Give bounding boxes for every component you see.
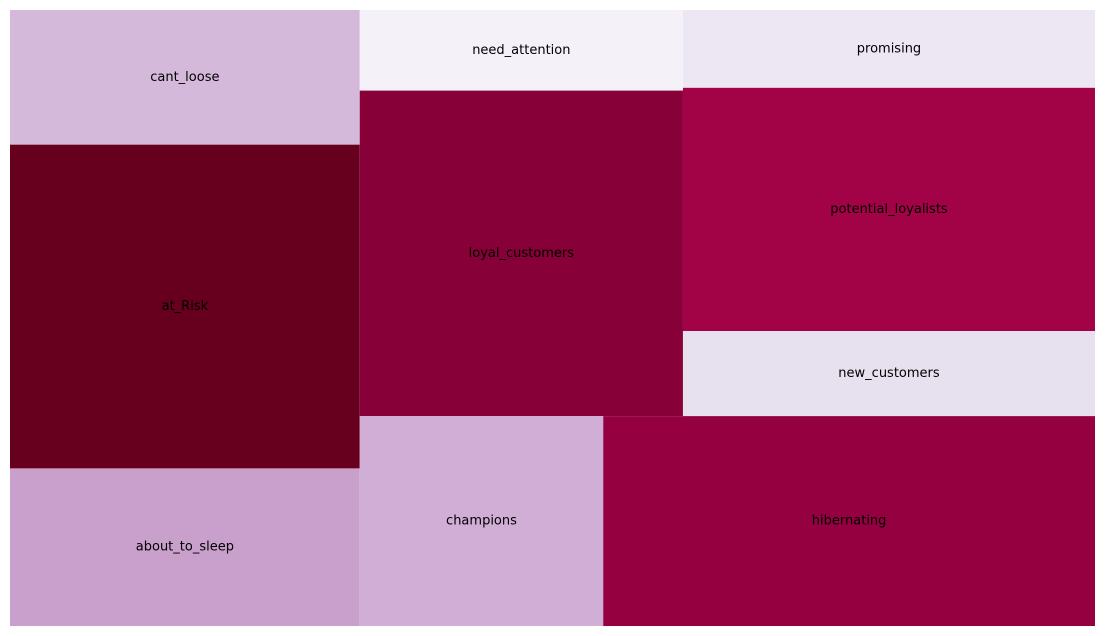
tile-loyal-customers [359,90,683,417]
tile-need-attention [359,10,683,91]
tile-cant-loose [10,10,360,145]
treemap-tiles [10,10,1095,626]
tile-label-promising: promising [857,41,921,56]
tile-label-cant-loose: cant_loose [150,70,219,85]
tile-label-hibernating: hibernating [812,514,887,529]
treemap-labels: cant_loose at_Risk about_to_sleep need_atte… [136,41,948,554]
tile-label-loyal-customers: loyal_customers [469,246,575,261]
tile-hibernating [603,416,1095,626]
tile-label-about-to-sleep: about_to_sleep [136,540,234,555]
tile-label-champions: champions [446,514,517,529]
tile-label-need-attention: need_attention [472,43,570,58]
tile-label-at-risk: at_Risk [162,299,209,314]
tile-label-potential-loyalists: potential_loyalists [830,202,948,217]
tile-about-to-sleep [10,468,360,626]
tile-potential-loyalists [682,87,1095,332]
tile-at-risk [10,144,360,469]
tile-promising [682,10,1095,88]
tile-new-customers [682,331,1095,417]
tile-label-new-customers: new_customers [838,366,940,381]
tile-champions [359,416,604,626]
